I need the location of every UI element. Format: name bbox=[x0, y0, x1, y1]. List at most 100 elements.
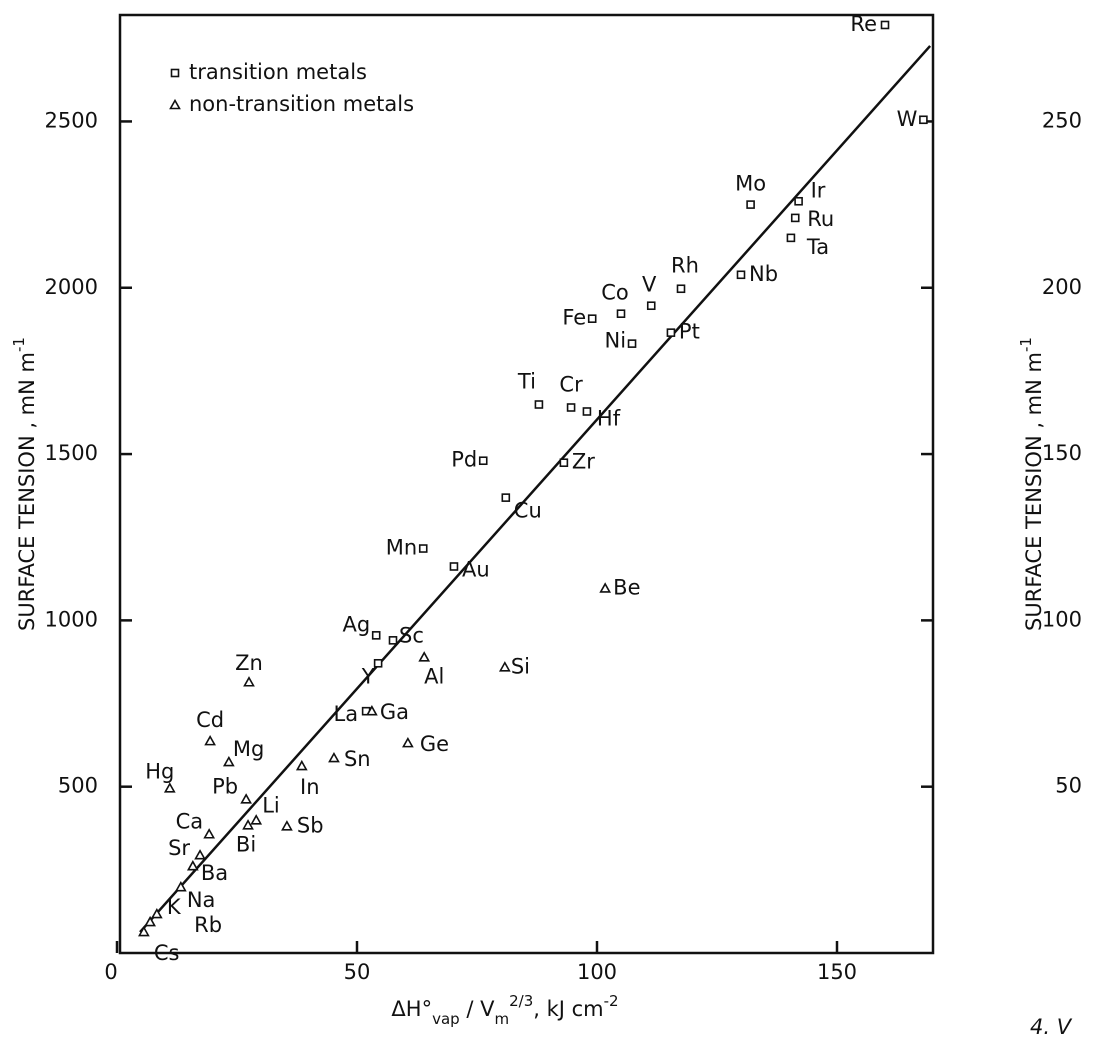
point-label: Al bbox=[424, 664, 444, 688]
triangle-marker bbox=[328, 751, 340, 763]
point-label: Co bbox=[601, 281, 629, 305]
y-tick-label: 1500 bbox=[45, 441, 98, 465]
triangle-marker bbox=[366, 705, 378, 716]
y-tick-label: 2000 bbox=[45, 275, 98, 299]
x-axis-label-part: m bbox=[494, 1010, 509, 1028]
point-label: Li bbox=[262, 793, 280, 817]
x-axis-label-part: vap bbox=[432, 1010, 460, 1028]
y-axis-label-part: SURFACE TENSION , mN m bbox=[15, 352, 39, 631]
square-marker bbox=[587, 314, 597, 323]
point-label: Pb bbox=[212, 774, 238, 798]
point-label: Sb bbox=[297, 813, 324, 837]
point-label: Ga bbox=[380, 700, 409, 724]
point-label: Zr bbox=[572, 450, 595, 474]
y2-tick-label: 200 bbox=[1042, 275, 1082, 299]
y-axis-label-part: -1 bbox=[10, 337, 28, 352]
point-label: Ir bbox=[811, 178, 826, 202]
x-axis-label-part: -2 bbox=[604, 992, 619, 1010]
square-marker bbox=[478, 456, 488, 466]
x-tick-label: 150 bbox=[817, 960, 857, 984]
x-tick-label: 0 bbox=[104, 960, 117, 984]
point-label: Ba bbox=[201, 861, 228, 885]
point-label: Re bbox=[850, 12, 877, 36]
point-label: K bbox=[167, 895, 182, 919]
square-marker bbox=[880, 20, 890, 30]
triangle-marker bbox=[144, 915, 156, 927]
square-marker bbox=[566, 403, 576, 412]
point-label: Cs bbox=[154, 941, 180, 965]
point-label: Fe bbox=[562, 306, 586, 330]
x-tick-label: 100 bbox=[577, 960, 617, 984]
triangle-marker bbox=[599, 582, 612, 593]
square-marker bbox=[746, 200, 755, 209]
square-marker bbox=[790, 213, 800, 223]
square-marker bbox=[919, 115, 928, 125]
y2-axis-label: SURFACE TENSION , mN m-1 bbox=[1017, 337, 1047, 631]
triangle-marker bbox=[250, 814, 263, 825]
point-label: In bbox=[300, 775, 320, 799]
point-label: Sc bbox=[399, 623, 424, 647]
square-marker bbox=[786, 233, 796, 243]
triangle-marker bbox=[498, 661, 511, 672]
triangle-marker bbox=[186, 860, 199, 871]
triangle-marker bbox=[242, 819, 254, 830]
point-label: Hf bbox=[597, 406, 621, 430]
point-label: Rh bbox=[671, 254, 699, 278]
y2-axis-label-part: SURFACE TENSION , mN m bbox=[1022, 352, 1046, 631]
y2-tick-label: 100 bbox=[1042, 607, 1082, 631]
triangle-marker bbox=[204, 734, 216, 746]
square-marker bbox=[582, 407, 592, 416]
point-label: Hg bbox=[145, 759, 174, 783]
point-label: Cd bbox=[196, 708, 224, 732]
point-label: Be bbox=[613, 575, 640, 599]
point-label: Bi bbox=[236, 832, 256, 856]
point-label: Cu bbox=[514, 499, 542, 523]
square-marker bbox=[736, 270, 746, 280]
legend-label: transition metals bbox=[189, 60, 367, 84]
triangle-marker bbox=[203, 828, 216, 839]
point-label: Ru bbox=[807, 207, 834, 231]
y-tick-label: 500 bbox=[58, 774, 98, 798]
x-axis-label-part: / V bbox=[460, 997, 495, 1021]
x-tick-label: 50 bbox=[344, 960, 371, 984]
square-marker bbox=[646, 301, 656, 311]
y-tick-label: 2500 bbox=[45, 108, 98, 132]
point-label: Si bbox=[511, 654, 530, 678]
point-label: Ni bbox=[604, 329, 626, 353]
y2-tick-label: 150 bbox=[1042, 441, 1082, 465]
triangle-marker bbox=[418, 651, 431, 662]
square-marker bbox=[501, 493, 511, 502]
y2-axis-label-part: -1 bbox=[1017, 337, 1035, 352]
triangle-marker bbox=[402, 736, 414, 748]
point-label: Ag bbox=[342, 612, 370, 636]
y-tick-label: 1000 bbox=[45, 607, 98, 631]
point-label: Ca bbox=[176, 809, 204, 833]
square-marker bbox=[371, 631, 381, 640]
square-marker bbox=[627, 339, 637, 348]
triangle-marker bbox=[169, 98, 181, 110]
square-marker bbox=[449, 562, 459, 571]
point-label: W bbox=[897, 107, 918, 131]
y-axis-label: SURFACE TENSION , mN m-1 bbox=[10, 337, 40, 631]
triangle-marker bbox=[222, 755, 235, 767]
square-marker bbox=[666, 328, 676, 337]
y2-tick-label: 50 bbox=[1055, 774, 1082, 798]
point-label: Pd bbox=[451, 448, 477, 472]
point-label: Pt bbox=[679, 320, 700, 344]
square-marker bbox=[170, 68, 180, 78]
point-label: Ta bbox=[806, 235, 829, 259]
plot-frame bbox=[118, 13, 935, 955]
y2-tick-label: 250 bbox=[1042, 108, 1082, 132]
triangle-marker bbox=[194, 849, 206, 860]
point-label: Zn bbox=[235, 651, 263, 675]
x-axis-label: ΔH°vap / Vm2/3, kJ cm-2 bbox=[391, 992, 618, 1028]
square-marker bbox=[418, 544, 428, 553]
square-marker bbox=[373, 658, 383, 668]
x-axis-label-part: ΔH° bbox=[391, 997, 432, 1021]
triangle-marker bbox=[295, 759, 308, 771]
x-axis-label-part: , kJ cm bbox=[533, 997, 603, 1021]
point-label: Mo bbox=[735, 172, 766, 196]
square-marker bbox=[534, 400, 544, 409]
point-label: Sn bbox=[344, 747, 371, 771]
